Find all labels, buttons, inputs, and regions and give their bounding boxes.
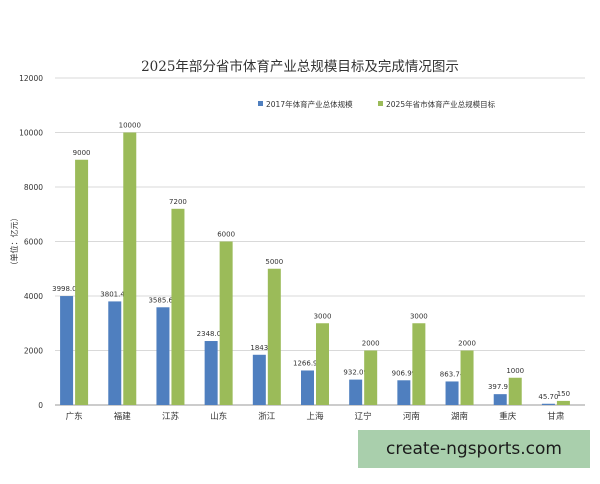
bar-series1 (252, 354, 266, 405)
bar-series2 (219, 241, 233, 405)
y-tick-label: 10000 (19, 129, 43, 138)
bar-series2 (75, 159, 89, 405)
bar-series2 (123, 132, 137, 405)
bar-series2 (316, 323, 329, 405)
y-tick-label: 12000 (19, 74, 43, 83)
bar-series1 (445, 381, 459, 405)
x-tick-label: 甘肃 (547, 411, 565, 422)
data-label: 5000 (265, 258, 283, 266)
x-tick-label: 浙江 (258, 411, 276, 422)
bar-series2 (412, 323, 426, 405)
legend-label: 2025年省市体育产业总规模目标 (386, 99, 496, 109)
data-label: 906.99 (392, 369, 417, 377)
legend-label: 2017年体育产业总体规模 (266, 99, 353, 109)
x-tick-label: 广东 (66, 411, 83, 422)
data-label: 150 (557, 390, 570, 398)
x-tick-label: 重庆 (499, 411, 517, 422)
bar-series2 (171, 208, 185, 405)
bar-series1 (349, 379, 363, 405)
data-label: 2000 (362, 340, 380, 348)
data-label: 45.70 (538, 393, 558, 401)
bar-series1 (301, 370, 314, 405)
data-label: 6000 (217, 231, 235, 239)
watermark-banner: create-ngsports.com (358, 430, 590, 468)
bar-series1 (204, 341, 218, 405)
bar-series2 (460, 350, 474, 405)
data-label: 3801.41 (100, 290, 129, 298)
data-label: 3000 (314, 312, 332, 320)
y-tick-label: 6000 (24, 238, 43, 247)
data-label: 932.09 (343, 369, 368, 377)
bar-series2 (364, 350, 378, 405)
y-tick-label: 4000 (24, 292, 43, 301)
x-tick-label: 上海 (306, 411, 324, 422)
bar-series1 (541, 403, 555, 405)
data-label: 2000 (458, 340, 476, 348)
bar-series2 (267, 268, 281, 405)
data-label: 397.91 (488, 383, 513, 391)
x-tick-label: 福建 (114, 411, 132, 422)
x-tick-label: 河南 (403, 411, 420, 422)
bar-series1 (60, 296, 74, 405)
data-label: 3000 (410, 312, 428, 320)
chart-title: 2025年部分省市体育产业总规模目标及完成情况图示 (141, 58, 459, 75)
data-label: 10000 (119, 122, 141, 130)
y-axis-label: （单位：亿元） (9, 214, 19, 270)
data-label: 1843 (250, 344, 268, 352)
bar-series2 (508, 377, 522, 405)
y-tick-label: 8000 (24, 183, 43, 192)
x-tick-label: 湖南 (451, 411, 468, 422)
data-label: 863.74 (440, 370, 465, 378)
bar-series1 (493, 394, 507, 405)
x-tick-label: 辽宁 (355, 411, 372, 422)
y-tick-label: 0 (38, 401, 43, 410)
bar-series1 (108, 301, 122, 405)
bar-series2 (556, 400, 570, 405)
data-label: 9000 (73, 149, 91, 157)
data-label: 2348.01 (197, 330, 226, 338)
x-tick-label: 山东 (210, 411, 227, 422)
data-label: 7200 (169, 198, 187, 206)
legend-swatch-series1 (258, 101, 263, 106)
watermark-text: create-ngsports.com (386, 439, 562, 459)
legend-swatch-series2 (378, 101, 383, 106)
data-label: 3998.03 (52, 285, 81, 293)
bar-series1 (397, 380, 411, 405)
y-tick-label: 2000 (24, 347, 43, 356)
bar-series1 (156, 307, 170, 405)
x-tick-label: 江苏 (162, 411, 180, 422)
data-label: 1266.93 (293, 359, 322, 367)
data-label: 1000 (506, 367, 524, 375)
data-label: 3585.64 (148, 296, 177, 304)
